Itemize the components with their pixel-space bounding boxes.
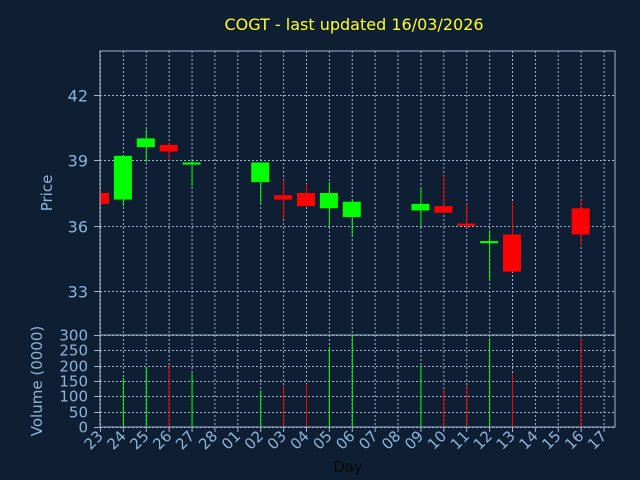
candle-12 bbox=[480, 230, 499, 281]
candle-11 bbox=[457, 203, 476, 228]
volume-tick-label: 200 bbox=[59, 358, 88, 376]
candle-body bbox=[480, 241, 499, 244]
candle-26 bbox=[159, 142, 178, 161]
candle-body bbox=[100, 193, 109, 204]
candle-10 bbox=[434, 175, 453, 213]
candle-06 bbox=[342, 199, 361, 237]
price-tick-label: 36 bbox=[68, 218, 88, 237]
volume-tick-label: 50 bbox=[69, 404, 88, 422]
candle-body bbox=[159, 144, 178, 152]
candle-02 bbox=[251, 162, 270, 204]
candle-body bbox=[457, 223, 476, 226]
candle-body bbox=[113, 155, 132, 200]
candle-27 bbox=[182, 160, 201, 187]
volume-tick-label: 100 bbox=[59, 388, 88, 406]
price-tick-labels: 33 36 39 42 bbox=[68, 87, 100, 302]
candle-04 bbox=[297, 184, 315, 207]
candle-body bbox=[319, 193, 338, 209]
candle-body bbox=[251, 162, 270, 183]
candle-body bbox=[136, 138, 155, 148]
candle-03 bbox=[274, 179, 293, 220]
candle-13 bbox=[503, 201, 521, 272]
volume-tick-label: 300 bbox=[59, 327, 88, 345]
candle-16 bbox=[571, 199, 590, 246]
candle-body bbox=[342, 201, 361, 218]
volume-tick-label: 150 bbox=[59, 373, 88, 391]
candle-body bbox=[297, 193, 315, 207]
price-tick-label: 42 bbox=[68, 87, 88, 106]
price-tick-label: 39 bbox=[68, 152, 88, 171]
candle-05 bbox=[319, 182, 338, 226]
candle-24 bbox=[113, 155, 132, 207]
volume-tick-label: 0 bbox=[78, 419, 88, 437]
y-axis-label: Price bbox=[38, 175, 56, 212]
volume-axis-label: Volume (0000) bbox=[28, 326, 46, 436]
candles bbox=[100, 129, 590, 281]
price-tick-label: 33 bbox=[68, 283, 88, 302]
candle-body bbox=[411, 203, 430, 211]
x-tick-labels: 2324252627280102030405060708091011121314… bbox=[81, 427, 610, 453]
candle-body bbox=[434, 206, 453, 213]
x-axis-label: Day bbox=[333, 458, 363, 476]
candle-09 bbox=[411, 188, 430, 226]
candle-25 bbox=[136, 129, 155, 163]
candle-body bbox=[182, 162, 201, 165]
chart-title: COGT - last updated 16/03/2026 bbox=[224, 15, 483, 34]
volume-bars bbox=[122, 335, 582, 427]
candle-body bbox=[503, 234, 521, 272]
candle-body bbox=[571, 208, 590, 235]
volume-tick-label: 250 bbox=[59, 342, 88, 360]
candle-body bbox=[274, 195, 293, 200]
